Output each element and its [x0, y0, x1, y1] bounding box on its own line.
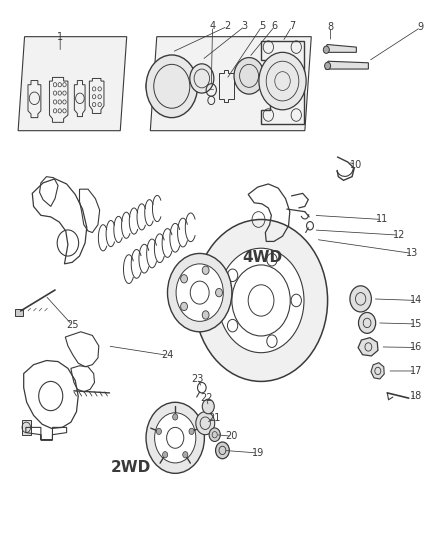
Text: 2WD: 2WD [111, 460, 151, 475]
Text: 16: 16 [410, 343, 423, 352]
Circle shape [218, 248, 304, 353]
Text: 23: 23 [191, 374, 204, 384]
Circle shape [358, 312, 376, 333]
Circle shape [146, 402, 205, 473]
Circle shape [176, 264, 223, 321]
Circle shape [196, 411, 215, 435]
Circle shape [267, 335, 277, 348]
Circle shape [234, 58, 264, 94]
Text: 21: 21 [208, 413, 221, 423]
Text: 2: 2 [224, 21, 231, 31]
Polygon shape [324, 45, 357, 52]
Circle shape [325, 62, 331, 70]
Circle shape [291, 294, 301, 306]
Circle shape [180, 274, 187, 283]
Circle shape [350, 286, 371, 312]
Text: 5: 5 [259, 21, 265, 31]
Text: 25: 25 [66, 320, 78, 330]
Polygon shape [371, 362, 384, 379]
Text: 12: 12 [393, 230, 406, 240]
Bar [252, 222, 265, 236]
Text: 18: 18 [410, 391, 423, 401]
Circle shape [215, 288, 223, 297]
Circle shape [156, 428, 162, 434]
Text: 17: 17 [410, 366, 423, 376]
Text: 7: 7 [289, 21, 295, 31]
Text: 4: 4 [209, 21, 215, 31]
Polygon shape [150, 37, 311, 131]
Text: 9: 9 [418, 22, 424, 33]
Circle shape [202, 266, 209, 274]
Circle shape [259, 52, 306, 110]
Text: 10: 10 [350, 160, 363, 169]
Circle shape [209, 428, 220, 441]
Circle shape [202, 311, 209, 319]
Circle shape [190, 64, 214, 93]
Polygon shape [18, 37, 127, 131]
Text: 6: 6 [272, 21, 278, 31]
Circle shape [189, 428, 194, 434]
Polygon shape [325, 61, 368, 69]
Text: 14: 14 [410, 295, 423, 305]
Circle shape [194, 220, 328, 382]
Text: 22: 22 [200, 393, 212, 403]
Text: 20: 20 [226, 431, 238, 441]
Circle shape [267, 254, 277, 266]
Text: 15: 15 [410, 319, 423, 329]
Text: 19: 19 [251, 448, 264, 458]
Text: 13: 13 [406, 248, 418, 259]
Text: 24: 24 [161, 350, 174, 360]
Circle shape [167, 254, 232, 332]
Circle shape [227, 319, 238, 332]
Bar [21, 420, 31, 435]
Circle shape [215, 442, 230, 459]
Text: 11: 11 [376, 214, 388, 224]
Circle shape [155, 413, 196, 463]
Text: 1: 1 [57, 31, 63, 42]
Text: 4WD: 4WD [242, 249, 282, 264]
Circle shape [162, 451, 168, 458]
Circle shape [183, 451, 188, 458]
Bar [15, 309, 23, 316]
Circle shape [173, 414, 178, 420]
Text: 8: 8 [328, 22, 334, 33]
Circle shape [323, 46, 329, 53]
Circle shape [227, 269, 238, 281]
Text: 3: 3 [242, 21, 248, 31]
Circle shape [180, 302, 187, 311]
Circle shape [146, 55, 198, 118]
Polygon shape [358, 337, 378, 356]
Circle shape [202, 399, 214, 414]
